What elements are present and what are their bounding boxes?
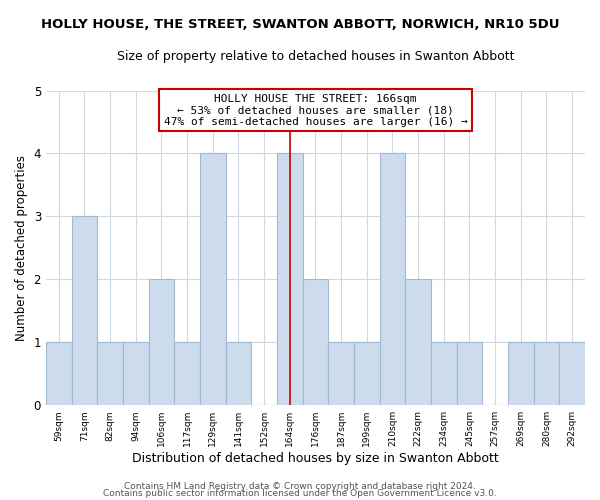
- Bar: [71, 216, 97, 405]
- Bar: [431, 342, 457, 405]
- Title: Size of property relative to detached houses in Swanton Abbott: Size of property relative to detached ho…: [117, 50, 514, 63]
- Text: Contains public sector information licensed under the Open Government Licence v3: Contains public sector information licen…: [103, 489, 497, 498]
- Bar: [277, 154, 302, 405]
- Bar: [406, 280, 431, 405]
- Bar: [508, 342, 533, 405]
- Bar: [328, 342, 354, 405]
- Bar: [559, 342, 585, 405]
- Bar: [354, 342, 380, 405]
- Bar: [302, 280, 328, 405]
- Bar: [533, 342, 559, 405]
- Bar: [457, 342, 482, 405]
- Bar: [46, 342, 71, 405]
- Y-axis label: Number of detached properties: Number of detached properties: [15, 155, 28, 341]
- Bar: [123, 342, 149, 405]
- Text: Contains HM Land Registry data © Crown copyright and database right 2024.: Contains HM Land Registry data © Crown c…: [124, 482, 476, 491]
- Bar: [149, 280, 174, 405]
- Bar: [97, 342, 123, 405]
- Bar: [174, 342, 200, 405]
- X-axis label: Distribution of detached houses by size in Swanton Abbott: Distribution of detached houses by size …: [132, 452, 499, 465]
- Text: HOLLY HOUSE, THE STREET, SWANTON ABBOTT, NORWICH, NR10 5DU: HOLLY HOUSE, THE STREET, SWANTON ABBOTT,…: [41, 18, 559, 30]
- Text: HOLLY HOUSE THE STREET: 166sqm
← 53% of detached houses are smaller (18)
47% of : HOLLY HOUSE THE STREET: 166sqm ← 53% of …: [164, 94, 467, 127]
- Bar: [380, 154, 406, 405]
- Bar: [200, 154, 226, 405]
- Bar: [226, 342, 251, 405]
